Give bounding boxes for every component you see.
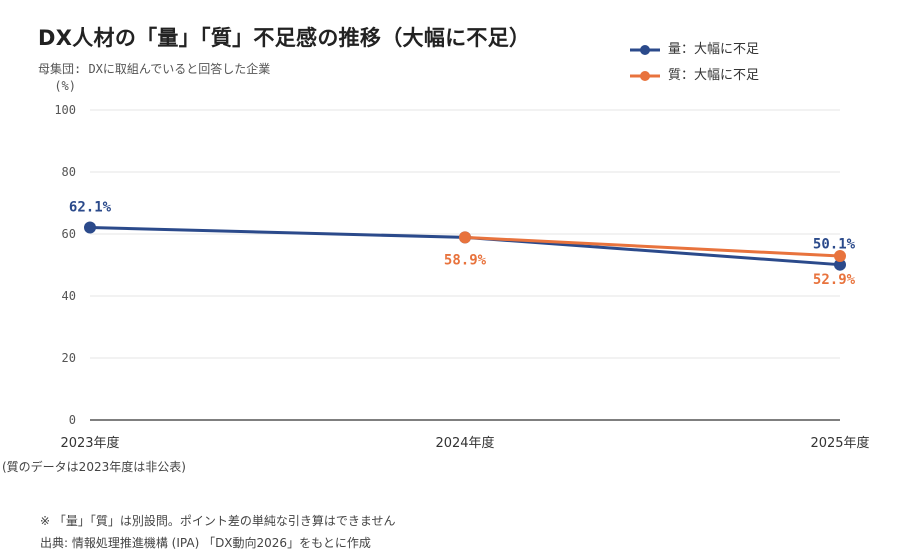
y-tick-label: 0 xyxy=(69,413,76,427)
data-point-quality xyxy=(459,231,471,244)
legend-label-quality: 質：大幅に不足 xyxy=(668,68,760,83)
y-tick-label: 60 xyxy=(62,227,76,241)
y-tick-label: 100 xyxy=(54,103,76,117)
y-tick-label: 40 xyxy=(62,289,76,303)
series-line-quality xyxy=(464,235,841,258)
data-point-quality xyxy=(834,250,846,263)
data-point-quantity xyxy=(84,221,96,234)
x-tick-label: 2025年度 xyxy=(810,435,869,451)
x-axis-note: (質のデータは2023年度は非公表) xyxy=(2,460,186,474)
data-label-quality: 58.9% xyxy=(444,252,487,268)
chart-subtitle: 母集団: DXに取組んでいると回答した企業 xyxy=(38,62,271,76)
legend-label-quantity: 量：大幅に不足 xyxy=(668,42,760,57)
source-note: 出典: 情報処理推進機構 (IPA) 「DX動向2026」をもとに作成 xyxy=(40,536,371,550)
data-point-quantity xyxy=(834,258,846,271)
footnote: ※ 「量」「質」は別設問。ポイント差の単純な引き算はできません xyxy=(40,514,396,528)
x-tick-label: 2024年度 xyxy=(435,435,494,451)
data-label-quality: 52.9% xyxy=(813,272,856,288)
data-label-quantity: 62.1% xyxy=(69,199,112,215)
data-label-quantity: 50.1% xyxy=(813,237,856,253)
legend-marker-quality xyxy=(630,71,660,81)
x-tick-label: 2023年度 xyxy=(60,435,119,451)
chart-title: DX人材の「量」「質」不足感の推移（大幅に不足） xyxy=(38,26,531,50)
legend-marker-quantity xyxy=(630,45,660,55)
y-tick-label: 20 xyxy=(62,351,76,365)
y-axis-unit: (%) xyxy=(54,79,76,93)
y-tick-label: 80 xyxy=(62,165,76,179)
